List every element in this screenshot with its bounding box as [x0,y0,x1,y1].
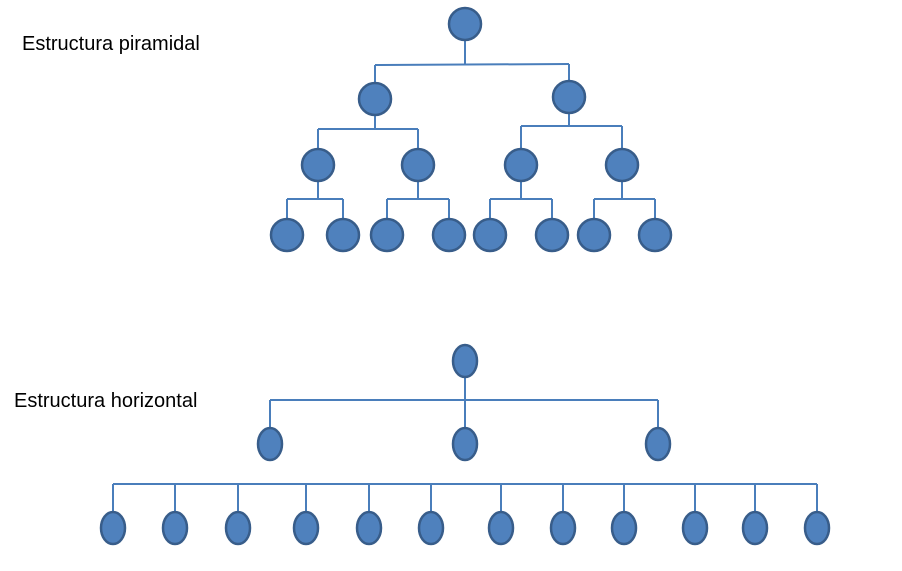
horizontal-leaf-node [292,510,320,546]
pyramid-leaf-node [325,217,361,253]
pyramid-leaf-node [472,217,508,253]
horizontal-leaf-node [741,510,769,546]
pyramid-leaf-node [369,217,405,253]
pyramid-connector [374,63,570,66]
horizontal-leaf-node [487,510,515,546]
pyramid-level3-node [604,147,640,183]
horizontal-leaf-node [99,510,127,546]
pyramid-level3-node [503,147,539,183]
horizontal-structure-title: Estructura horizontal [14,390,198,412]
horizontal-leaf-node [549,510,577,546]
pyramid-leaf-node [534,217,570,253]
horizontal-level2-node [644,426,672,462]
pyramid-leaf-node [431,217,467,253]
horizontal-level2-node [256,426,284,462]
pyramid-structure-title: Estructura piramidal [22,33,200,55]
pyramid-level3-node [400,147,436,183]
horizontal-leaf-node [355,510,383,546]
horizontal-leaf-node [610,510,638,546]
pyramid-leaf-node [637,217,673,253]
pyramid-leaf-node [269,217,305,253]
pyramid-level2-node [357,81,393,117]
pyramid-root-node [447,6,483,42]
horizontal-level2-node [451,426,479,462]
pyramid-leaf-node [576,217,612,253]
horizontal-root-node [451,343,479,379]
pyramid-level3-node [300,147,336,183]
pyramid-level2-node [551,79,587,115]
horizontal-leaf-node [681,510,709,546]
horizontal-leaf-node [417,510,445,546]
horizontal-leaf-node [161,510,189,546]
horizontal-leaf-node [224,510,252,546]
horizontal-leaf-node [803,510,831,546]
